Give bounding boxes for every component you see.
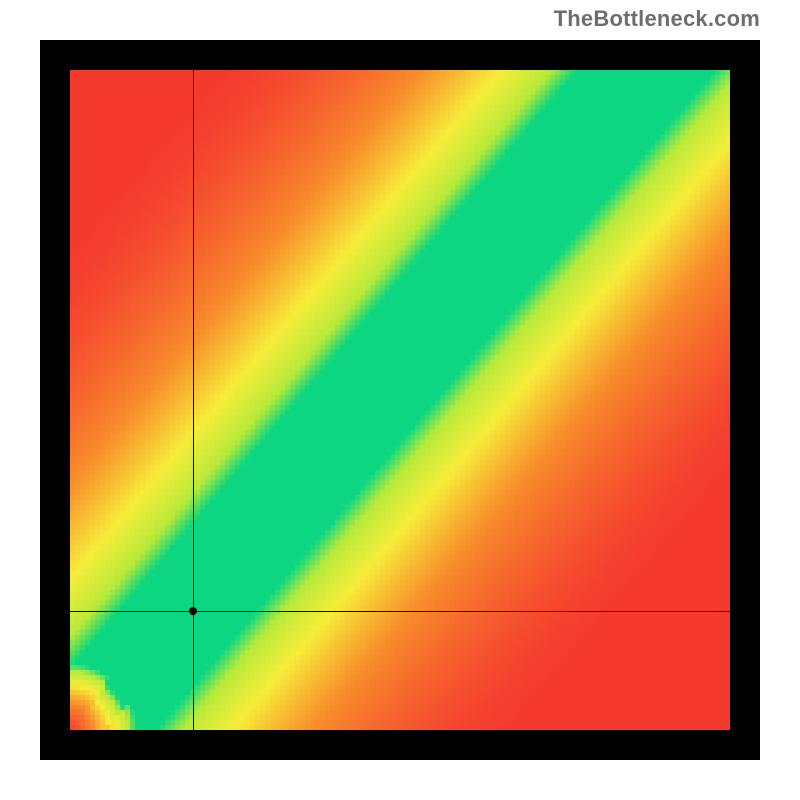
crosshair-horizontal	[70, 611, 730, 612]
crosshair-vertical	[193, 70, 194, 730]
heatmap-canvas	[70, 70, 730, 730]
chart-container: TheBottleneck.com	[0, 0, 800, 800]
marker-dot	[189, 607, 197, 615]
watermark-text: TheBottleneck.com	[554, 6, 760, 32]
plot-area	[70, 70, 730, 730]
chart-frame	[40, 40, 760, 760]
